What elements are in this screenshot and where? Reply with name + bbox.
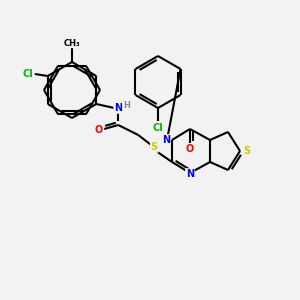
Text: N: N [162, 135, 170, 145]
Text: S: S [151, 142, 158, 152]
Text: S: S [243, 146, 250, 156]
Text: N: N [114, 103, 122, 113]
Text: O: O [94, 125, 102, 135]
Text: N: N [186, 169, 194, 179]
Text: O: O [186, 144, 194, 154]
Text: CH₃: CH₃ [64, 38, 80, 47]
Text: Cl: Cl [22, 69, 33, 79]
Text: Cl: Cl [153, 123, 164, 133]
Text: H: H [123, 100, 130, 109]
